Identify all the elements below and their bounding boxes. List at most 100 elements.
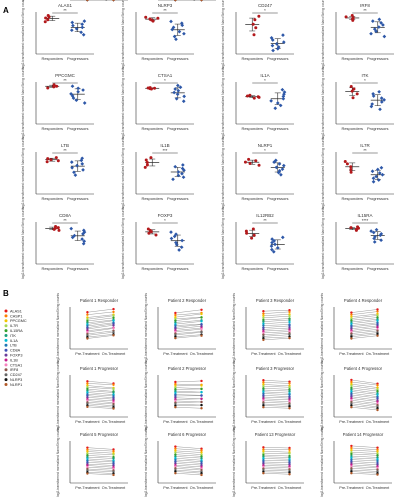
data-point-pre (174, 327, 177, 330)
data-point-responder (345, 162, 349, 166)
data-point-responder (351, 96, 355, 100)
x-tick-label-on-treatment: On-Treatment (190, 486, 214, 490)
x-tick-label-pre-treatment: Pre-Treatment (75, 420, 100, 424)
x-tick-label-on-treatment: On-Treatment (366, 420, 390, 424)
data-point-on (288, 328, 291, 331)
x-tick-label-pre-treatment: Pre-Treatment (339, 486, 364, 490)
panel-title: IRF8 (360, 3, 370, 8)
data-point-pre (174, 447, 177, 450)
series-line (351, 451, 378, 454)
series-line (263, 469, 290, 472)
data-point-responder (352, 87, 356, 91)
series-line (263, 398, 290, 401)
data-point-on (376, 408, 379, 412)
x-tick-label-on-treatment: On-Treatment (190, 420, 214, 424)
legend-marker-nlrp1 (4, 383, 8, 386)
data-point-on (288, 452, 291, 455)
data-point-on (112, 397, 115, 401)
data-point-pre (174, 394, 177, 398)
data-point-progressor (273, 242, 277, 247)
data-point-pre (350, 325, 353, 329)
x-tick-label-on-treatment: On-Treatment (102, 420, 126, 424)
data-point-on (376, 463, 379, 466)
series-line (175, 446, 202, 449)
data-point-progressor (379, 21, 383, 25)
data-point-progressor (179, 21, 184, 26)
paired-panel-patient-16-progressor: Patient 16 Progressor log2-transformed no… (0, 0, 216, 2)
data-point-on (288, 333, 291, 336)
series-line (175, 316, 202, 320)
x-tick-label-pre-treatment: Pre-Treatment (163, 352, 188, 356)
scatter-panel-cd8a: CD8A log2-transformed normalized NanoStri… (21, 207, 94, 279)
series-line (175, 326, 202, 329)
series-line (87, 324, 114, 330)
data-point-on (200, 316, 203, 319)
data-point-pre (350, 456, 353, 459)
data-point-on (200, 451, 203, 454)
data-point-on (112, 391, 115, 394)
data-point-progressor (377, 17, 382, 22)
data-point-progressor (379, 238, 383, 243)
series-line (351, 392, 378, 397)
data-point-on (376, 400, 379, 403)
data-point-pre (174, 406, 177, 409)
series-line (87, 328, 114, 333)
x-tick-label-pre-treatment: Pre-Treatment (75, 486, 100, 490)
data-point-pre (86, 389, 89, 392)
series-line (263, 382, 290, 384)
data-point-pre (86, 318, 89, 321)
y-axis-label: log2-transformed normalized NanoString c… (56, 427, 60, 497)
data-point-progressor (180, 171, 184, 176)
legend-label-il15ra: IL15RA (10, 329, 23, 333)
series-line (175, 403, 202, 406)
data-point-on (288, 313, 291, 316)
data-point-on (376, 458, 379, 461)
data-point-on (376, 448, 379, 451)
data-point-pre (262, 394, 265, 397)
data-point-pre (262, 462, 265, 465)
panel-title: Patient 1 Responder (80, 298, 119, 303)
series-line (263, 471, 290, 473)
series-line (175, 457, 202, 461)
data-point-progressor (172, 34, 177, 39)
series-line (351, 464, 378, 467)
significance-label: * (264, 8, 266, 13)
series-line (175, 461, 202, 464)
data-point-progressor (69, 92, 73, 96)
data-point-progressor (270, 240, 274, 245)
data-point-on (376, 468, 379, 471)
scatter-panel-nlrp1: NLRP1 log2-transformed normalized NanoStr… (221, 137, 294, 209)
series-line (175, 397, 202, 400)
data-point-pre (350, 332, 353, 335)
data-point-pre (174, 402, 177, 406)
series-line (175, 328, 202, 333)
data-point-progressor (173, 87, 178, 91)
data-point-pre (86, 396, 89, 399)
data-point-on (200, 325, 203, 328)
series-line (263, 327, 290, 330)
data-point-progressor (70, 20, 75, 25)
category-label-progressors: Progressors (167, 56, 189, 61)
data-point-on (288, 456, 291, 459)
scatter-panel-nlrp3: NLRP3 log2-transformed normalized NanoStr… (121, 0, 194, 69)
data-point-pre (262, 390, 265, 393)
y-axis-label: log2-transformed normalized NanoString c… (21, 207, 25, 279)
series-line (175, 380, 202, 383)
data-point-responder (44, 16, 48, 20)
data-point-progressor (277, 169, 282, 173)
data-point-on (112, 473, 115, 477)
paired-panel-patient-5-progressor: Patient 5 Progressor log2-transformed nor… (56, 427, 128, 497)
data-point-pre (350, 393, 353, 397)
category-label-responders: Responders (41, 266, 63, 271)
data-point-pre (86, 319, 89, 323)
data-point-progressor (379, 232, 384, 236)
series-line (175, 464, 202, 468)
data-point-pre (262, 457, 265, 460)
data-point-pre (174, 472, 177, 475)
data-point-on (112, 324, 115, 327)
panel-title: CD247 (258, 3, 273, 8)
data-point-pre (262, 392, 265, 395)
data-point-on (288, 388, 291, 391)
data-point-progressor (269, 99, 273, 103)
data-point-on (288, 465, 291, 468)
